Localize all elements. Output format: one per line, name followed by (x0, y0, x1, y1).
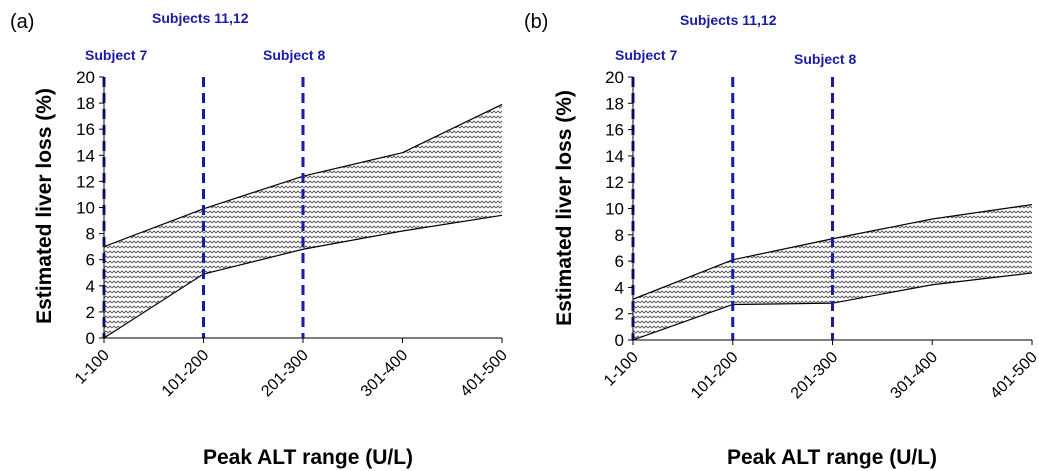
y-tick-label: 14 (605, 147, 624, 166)
y-tick-label: 16 (76, 120, 95, 139)
y-tick-label: 0 (615, 331, 624, 350)
y-tick-label: 20 (605, 68, 624, 87)
y-tick-label: 18 (605, 94, 624, 113)
subject-marker-label: Subject 8 (794, 51, 856, 67)
subject-marker-label: Subjects 11,12 (680, 12, 777, 28)
x-tick-label: 101-200 (159, 347, 213, 401)
y-axis-label: Estimated liver loss (%) (33, 88, 56, 324)
y-tick-label: 0 (86, 329, 95, 348)
y-tick-label: 4 (615, 278, 624, 297)
x-tick-label: 1-100 (72, 347, 113, 388)
y-tick-label: 6 (86, 251, 95, 270)
x-tick-label: 301-400 (358, 347, 412, 401)
y-tick-label: 8 (615, 226, 624, 245)
subject-marker-label: Subject 7 (615, 47, 677, 63)
y-tick-label: 2 (86, 303, 95, 322)
x-axis-label: Peak ALT range (U/L) (727, 446, 937, 469)
x-tick-label: 301-400 (888, 349, 942, 403)
chart-panel-a: (a) Estimated liver loss (%) Peak ALT ra… (10, 10, 511, 469)
y-tick-label: 6 (615, 252, 624, 271)
x-tick-label: 201-300 (788, 349, 842, 403)
panel-label: (b) (524, 11, 548, 33)
y-tick-label: 2 (615, 305, 624, 324)
x-tick-label: 401-500 (987, 349, 1039, 403)
y-tick-label: 12 (76, 172, 95, 191)
y-axis-label: Estimated liver loss (%) (553, 90, 576, 326)
chart-panel-b: (b) Estimated liver loss (%) Peak ALT ra… (524, 11, 1039, 469)
panel-label: (a) (10, 11, 34, 33)
subject-marker-label: Subject 7 (85, 47, 147, 63)
x-tick-label: 401-500 (457, 347, 511, 401)
y-tick-label: 18 (76, 94, 95, 113)
subject-marker-label: Subject 8 (263, 47, 325, 63)
y-tick-label: 10 (76, 199, 95, 218)
y-tick-label: 8 (86, 225, 95, 244)
x-tick-label: 1-100 (601, 349, 642, 390)
x-axis-label: Peak ALT range (U/L) (203, 446, 413, 469)
y-tick-label: 20 (76, 68, 95, 87)
subject-marker-label: Subjects 11,12 (152, 10, 249, 26)
y-tick-label: 4 (86, 277, 95, 296)
y-tick-label: 12 (605, 173, 624, 192)
y-tick-label: 16 (605, 121, 624, 140)
y-tick-label: 10 (605, 200, 624, 219)
subject-markers: Subject 7 Subjects 11,12 Subject 8 (85, 10, 325, 338)
x-tick-label: 101-200 (688, 349, 742, 403)
x-tick-label: 201-300 (258, 347, 312, 401)
y-tick-label: 14 (76, 146, 95, 165)
